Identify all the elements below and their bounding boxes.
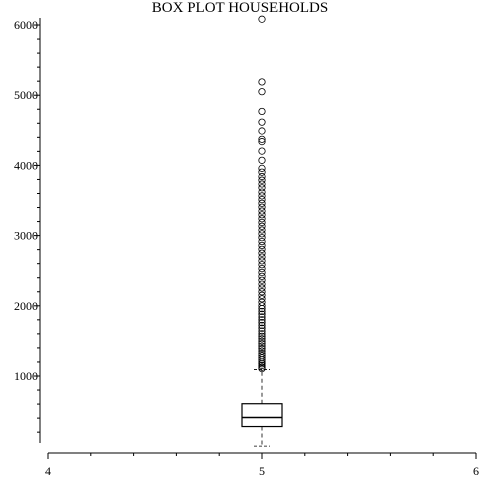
x-tick-label: 4 [45,464,51,478]
outlier-point [258,218,266,227]
outlier-point [258,253,266,261]
outlier-point [258,118,266,126]
outlier-point [258,199,266,207]
outlier-point [258,319,266,327]
y-tick-label: 3000 [14,229,38,243]
outlier-point [258,172,266,181]
outlier-point [258,261,266,269]
y-tick-label: 1000 [14,369,38,383]
plot-area [241,15,283,447]
outlier-point [258,168,266,176]
outlier-point [258,330,266,338]
outlier-point [258,107,266,116]
y-tick-label: 6000 [14,18,38,32]
outlier-point [258,207,266,215]
outlier-point [258,176,266,184]
outlier-point [258,284,266,292]
outlier-point [258,78,266,86]
outlier-point [258,147,266,155]
outlier-point [258,241,266,250]
outlier-point [258,192,266,200]
outlier-point [258,288,266,296]
y-tick-label: 5000 [14,88,38,102]
outlier-point [258,195,266,204]
x-tick-label: 6 [473,464,479,478]
outlier-point [258,211,266,219]
outlier-point [258,316,266,324]
outlier-point [258,272,266,280]
outlier-point [258,164,266,172]
outlier-point [258,295,266,303]
outlier-point [258,345,266,353]
outlier-point [258,88,266,96]
outlier-point [258,215,266,223]
outlier-point [258,342,266,350]
outlier-point [258,360,266,368]
x-tick-label: 5 [259,464,265,478]
outlier-point [258,305,266,313]
outlier-point [258,321,266,330]
y-tick-label: 2000 [14,299,38,313]
outlier-point [258,354,266,362]
outlier-point [258,245,266,253]
outlier-point [258,327,266,335]
outlier-point [258,291,266,299]
outlier-point [258,332,266,340]
outlier-point [258,340,266,348]
outlier-point [258,324,266,332]
outlier-point [258,361,266,370]
outlier-point [258,337,266,345]
outlier-point [258,249,266,257]
outlier-point [258,15,266,23]
iqr-box [241,403,283,428]
outlier-point [258,203,266,211]
outlier-point [258,280,266,288]
x-axis: 4 5 6 [45,452,479,478]
outlier-point [258,138,266,146]
outlier-point [258,184,266,192]
outlier-point [258,310,266,318]
outlier-point [258,356,266,364]
y-axis: 1000 2000 3000 4000 5000 6000 [14,18,41,443]
outlier-point [258,257,266,265]
outlier-point [258,156,266,164]
outlier-point [258,226,266,234]
outlier-point [258,276,266,284]
outlier-point [258,365,266,373]
outlier-point [258,237,266,246]
outlier-point [258,302,266,310]
outlier-point [258,307,266,316]
outlier-point [258,313,266,321]
outlier-point [258,180,266,188]
y-tick-label: 4000 [14,158,38,172]
chart-title: BOX PLOT HOUSEHOLDS [152,0,328,16]
outlier-point [258,230,266,238]
outlier-point [258,234,266,242]
outlier-point [258,222,266,230]
outlier-point [258,335,266,343]
outlier-point [258,264,266,273]
outlier-point [258,127,266,135]
outlier-point [258,188,266,196]
outlier-point [258,135,266,143]
outlier-point [258,268,266,277]
